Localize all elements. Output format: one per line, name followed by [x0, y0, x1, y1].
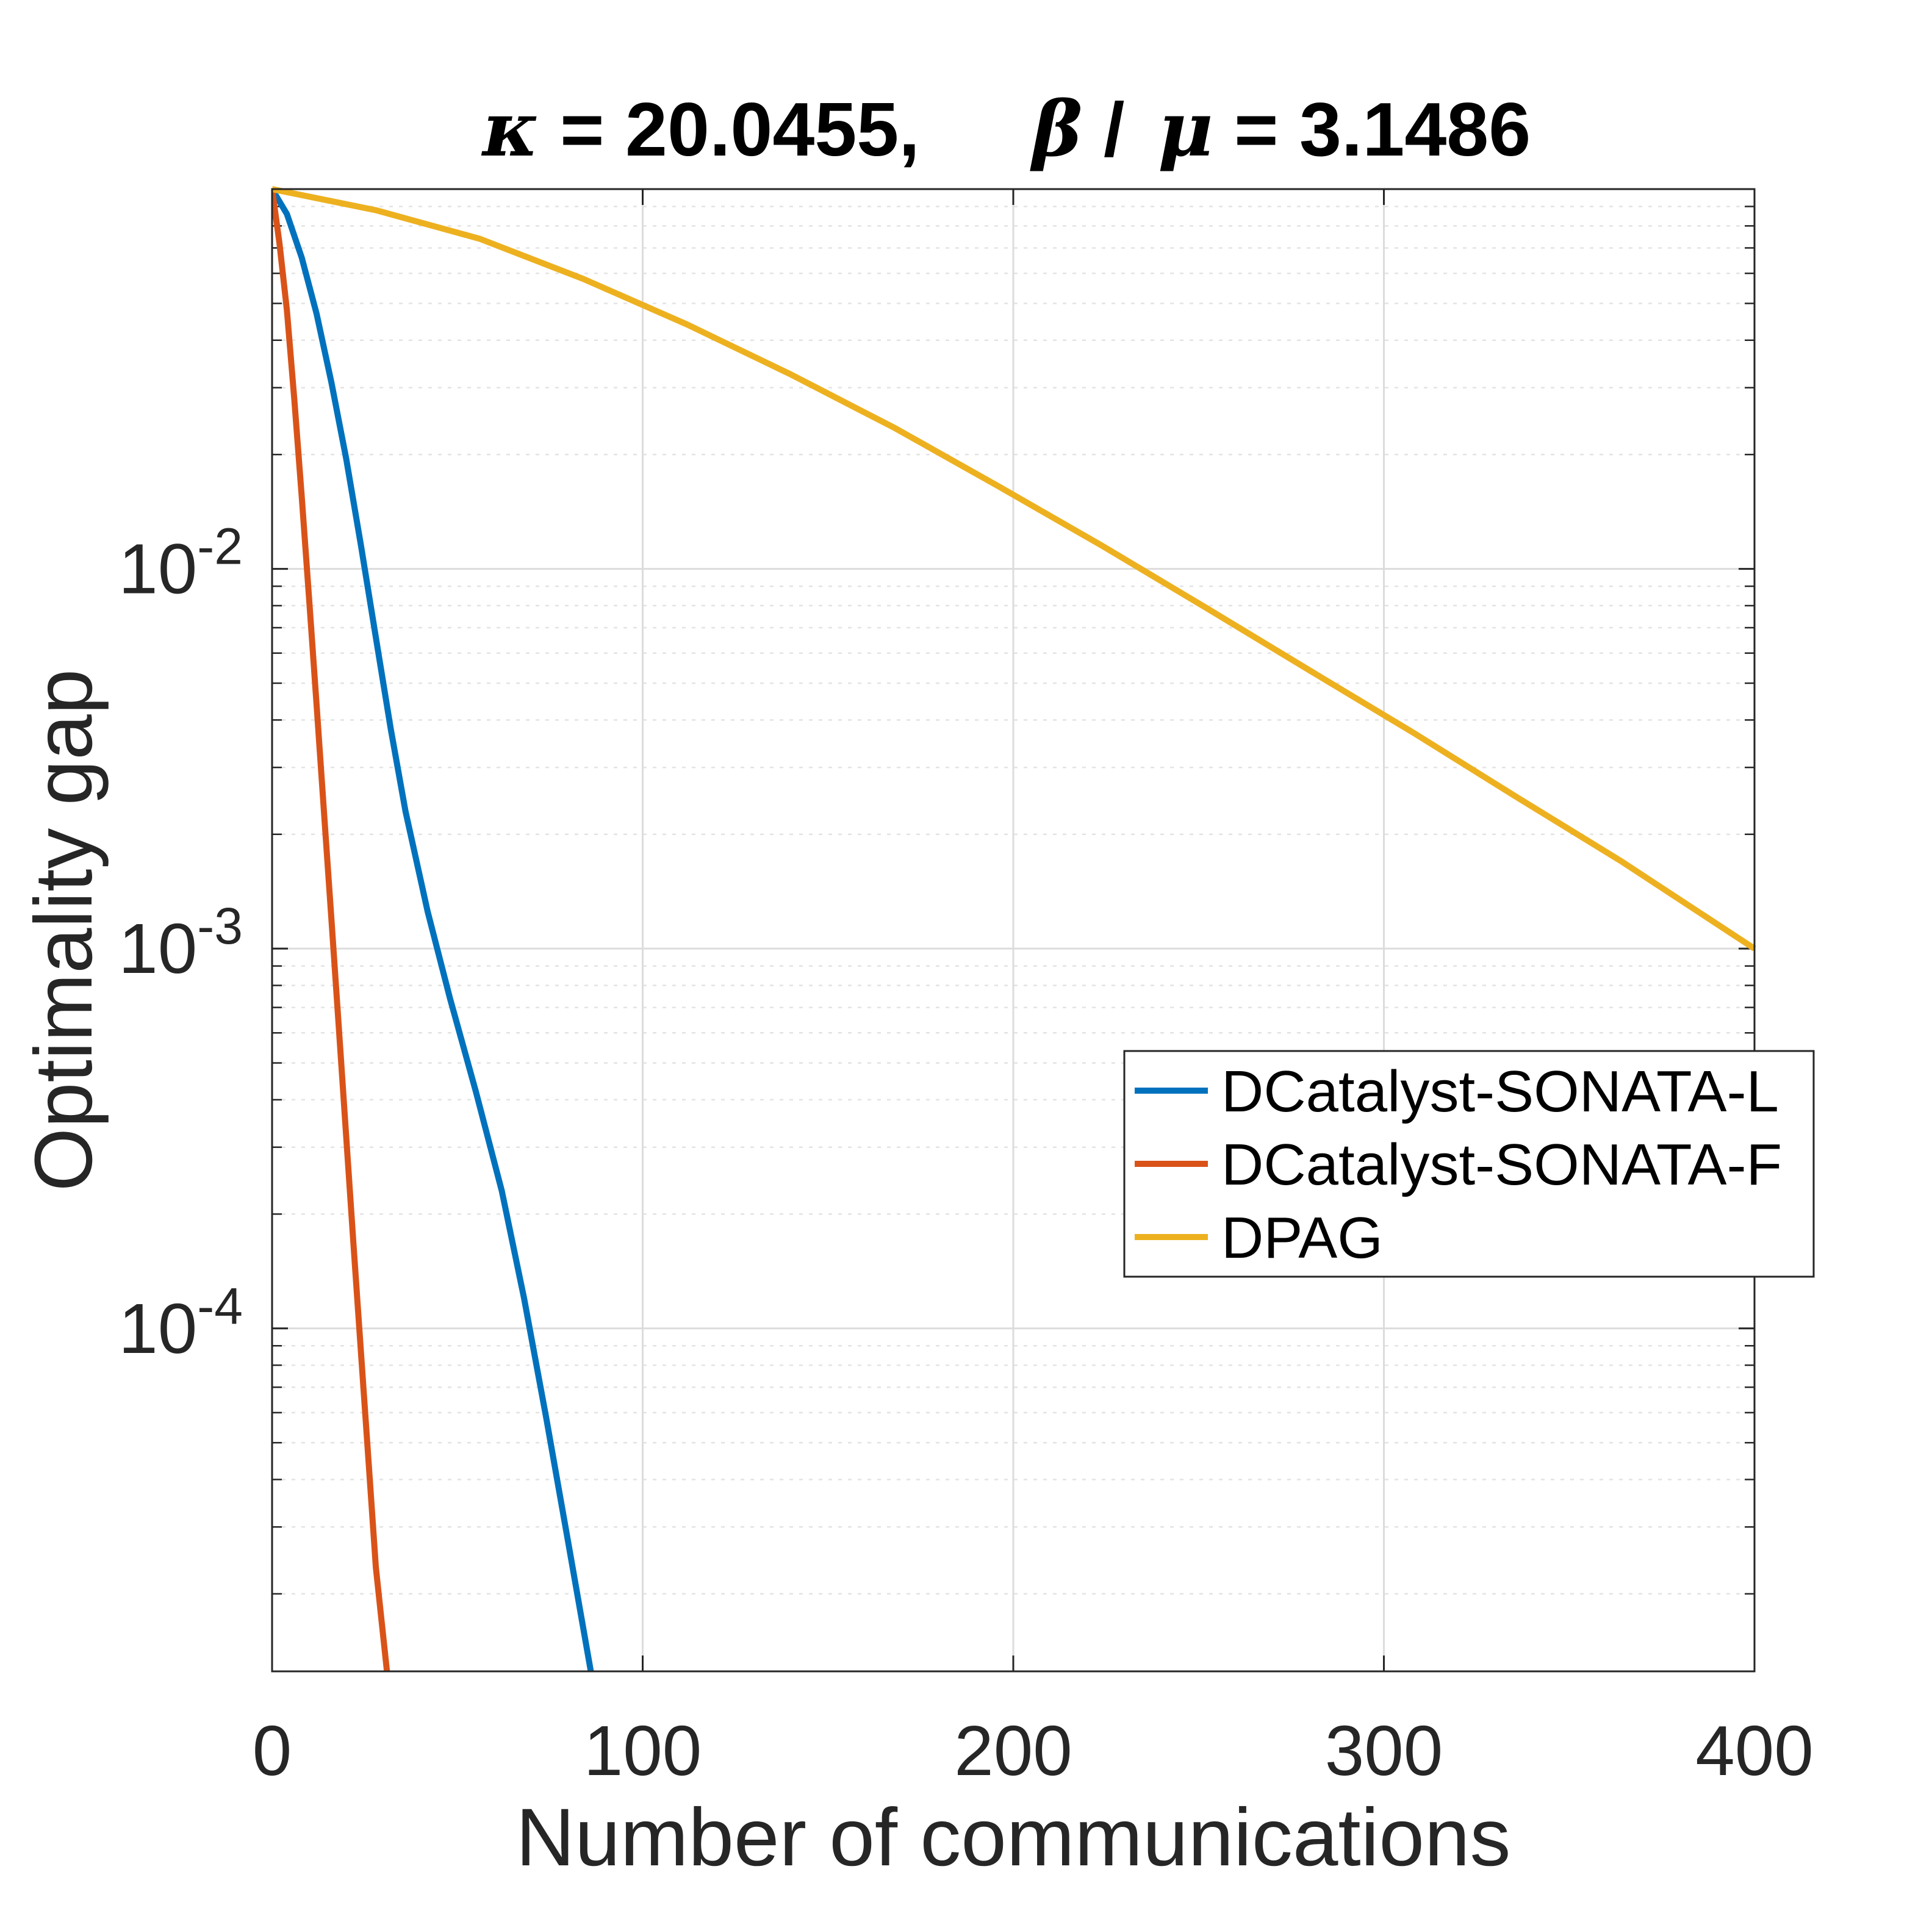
title-mu-symbol: μ	[1158, 85, 1213, 174]
legend-box	[1123, 1050, 1815, 1278]
legend-label-sonata-f: DCatalyst-SONATA-F	[1221, 1132, 1782, 1197]
title-ratio-value: = 3.1486	[1234, 88, 1531, 172]
y-tick-label: 10-4	[118, 1277, 243, 1368]
title-kappa-value: = 20.0455,	[560, 88, 920, 172]
y-axis-label: Optimality gap	[18, 669, 109, 1191]
y-tick-base: 10	[118, 1289, 197, 1368]
y-tick-exponent: -3	[197, 897, 243, 955]
y-tick-base: 10	[118, 529, 197, 609]
legend-label-dpag: DPAG	[1221, 1205, 1383, 1271]
y-tick-label: 10-3	[118, 897, 243, 988]
tick-labels: 10-210-310-40 100 200 300 400	[118, 518, 1814, 1790]
x-tick-label: 100	[584, 1711, 702, 1790]
x-tick-label: 400	[1695, 1711, 1814, 1790]
title-slash: /	[1104, 88, 1124, 172]
legend: DCatalyst-SONATA-L DCatalyst-SONATA-F DP…	[1123, 1050, 1815, 1278]
y-tick-exponent: -2	[197, 518, 243, 575]
x-tick-label: 300	[1325, 1711, 1443, 1790]
series-line-dcatalyst-sonata-f	[272, 188, 390, 1671]
series-line-dpag	[272, 186, 1756, 952]
series-lines	[272, 186, 1756, 1671]
title-kappa-symbol: κ	[481, 85, 539, 174]
x-tick-label: 200	[954, 1711, 1072, 1790]
y-tick-exponent: -4	[197, 1277, 243, 1335]
x-tick-label: 0	[253, 1711, 292, 1790]
series-line-dcatalyst-sonata-l	[272, 187, 594, 1671]
y-tick-base: 10	[118, 909, 197, 988]
axes-box	[271, 188, 1756, 1673]
legend-label-sonata-l: DCatalyst-SONATA-L	[1221, 1059, 1779, 1124]
x-axis-label: Number of communications	[516, 1792, 1511, 1883]
chart-title: κ = 20.0455, β / μ = 3.1486	[481, 85, 1531, 174]
y-tick-label: 10-2	[118, 518, 243, 609]
title-beta-symbol: β	[1030, 85, 1082, 174]
